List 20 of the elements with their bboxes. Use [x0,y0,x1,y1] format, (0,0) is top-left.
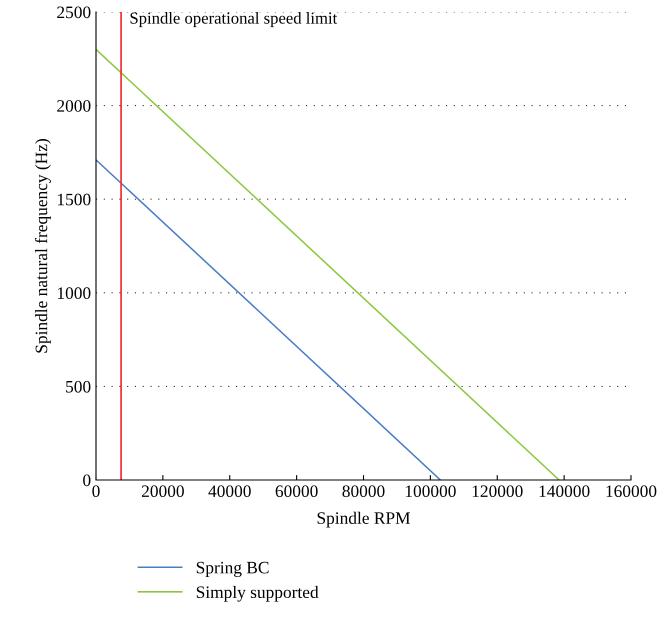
y-tick-label: 0 [83,474,90,486]
y-tick-label: 1500 [58,194,90,206]
x-tick-label: 60000 [276,485,318,498]
y-tick-label: 2500 [57,6,90,18]
legend-label: Simply supported [196,586,318,602]
y-tick-label: 500 [66,380,90,393]
y-tick-label: 1000 [58,287,90,299]
x-tick-label: 120000 [472,485,523,498]
x-tick-label: 140000 [540,485,590,498]
x-tick-label: 100000 [406,485,456,498]
y-axis-title: Spindle natural frequency (Hz) [34,139,51,353]
x-tick-label: 160000 [606,485,656,498]
y-tick-label: 2000 [57,100,90,112]
x-tick-label: 20000 [142,485,184,498]
x-tick-label: 40000 [208,485,251,498]
x-tick-label: 80000 [342,485,385,498]
ref-line-label: Spindle operational speed limit [130,12,338,28]
legend-label: Spring BC [196,562,269,578]
x-tick-label: 0 [92,485,100,498]
x-axis-title: Spindle RPM [318,512,410,528]
